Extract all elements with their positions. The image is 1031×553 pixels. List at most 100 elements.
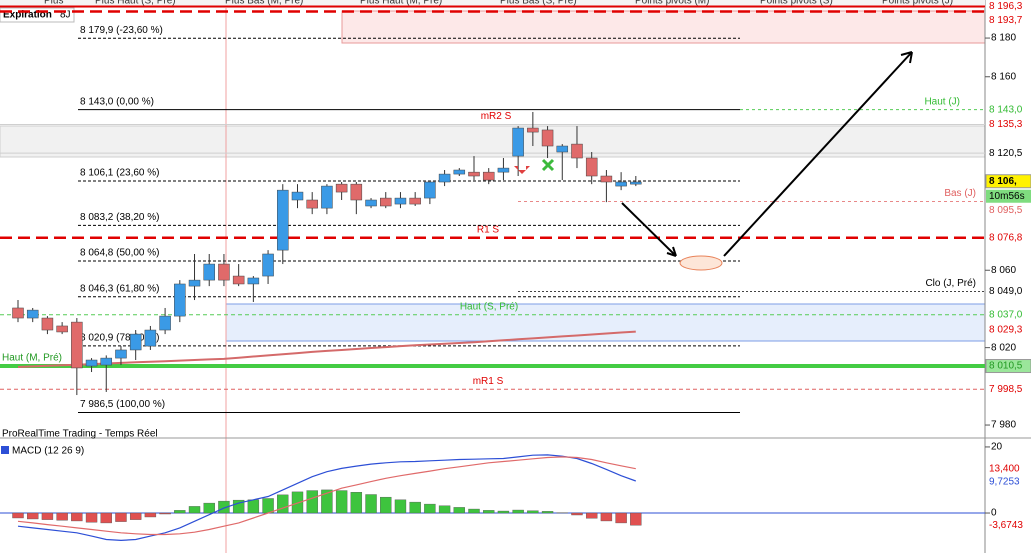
histogram-bar [394, 499, 407, 514]
histogram-bar [468, 508, 480, 514]
arrow-down [621, 202, 677, 257]
histogram-bar [41, 512, 54, 520]
candle-body [129, 333, 142, 351]
tab-label[interactable]: Points pivots (S) [760, 0, 833, 7]
candle-body [218, 263, 230, 281]
histogram-bar [144, 512, 157, 518]
y-tick-label: 8 180 [991, 33, 1016, 44]
price-tag-box [986, 308, 1031, 322]
histogram-bar [188, 506, 201, 514]
countdown: 10m56s [989, 191, 1025, 202]
histogram-bar [585, 512, 598, 519]
histogram-bar [409, 501, 421, 514]
price-tag-box [986, 14, 1031, 28]
histogram-bar [218, 500, 230, 514]
price-tag: 8 029,3 [989, 324, 1023, 335]
histogram-bar [115, 512, 127, 522]
candle-body [174, 283, 186, 317]
price-tag: 8 135,3 [989, 119, 1023, 130]
candle-body [541, 129, 554, 147]
candle-body [482, 171, 495, 181]
price-tag-box [986, 285, 1031, 299]
fib-label: 8 106,1 (23,60 %) [80, 168, 160, 179]
y-tick-label: 8 060 [991, 265, 1016, 276]
price-tag-box [986, 231, 1031, 245]
histogram-bar [615, 512, 627, 524]
candle-body [100, 357, 113, 366]
grey-zone [0, 125, 986, 158]
candle-body [203, 263, 215, 281]
histogram-bar [571, 512, 583, 516]
sell-marker [514, 166, 530, 174]
candle-body [497, 167, 510, 173]
price-tag-box [986, 382, 1031, 396]
tab-label[interactable]: Plus Bas (S, Pré) [500, 0, 577, 7]
histogram-bar [262, 498, 274, 514]
histogram-bar [335, 490, 348, 514]
tab-label[interactable]: Plus Bas (M, Pré) [225, 0, 303, 7]
candle-body [350, 183, 363, 201]
legend-swatch [1, 446, 9, 454]
level-name: R1 S [477, 224, 500, 235]
candle-body [365, 199, 377, 207]
histogram-bar [512, 509, 524, 514]
candle-body [188, 279, 201, 287]
candle-body [380, 197, 392, 207]
price-tag-box [986, 203, 1031, 217]
price-tag-box [986, 118, 1031, 132]
arrow-up [723, 51, 913, 257]
histogram-bar [56, 512, 68, 521]
macd-line [17, 456, 636, 536]
histogram-bar [541, 511, 554, 514]
candle-body [306, 199, 318, 209]
candle-body [527, 127, 539, 133]
histogram-bar [453, 507, 465, 514]
candle-body [468, 171, 480, 177]
candle-body [85, 359, 98, 367]
candle-body [394, 197, 407, 205]
tab-label[interactable]: Points pivots (M) [635, 0, 709, 7]
support-zone [225, 303, 986, 342]
histogram-bar [247, 499, 260, 514]
candle-body [262, 253, 274, 277]
price-tag-box [986, 323, 1031, 337]
tab-label[interactable]: Points pivots (J) [882, 0, 953, 7]
candle-body [321, 185, 333, 209]
panel-title: MACD (12 26 9) [12, 446, 84, 457]
histogram-bar [380, 496, 392, 514]
level-name: Haut (S, Pré) [460, 301, 518, 312]
histogram-bar [27, 512, 39, 520]
histogram-bar [71, 512, 83, 522]
histogram-bar [174, 510, 186, 514]
price-tag-box [986, 103, 1031, 117]
histogram-bar [483, 510, 495, 514]
histogram-bar [159, 512, 171, 515]
resistance-zone [341, 10, 986, 44]
fib-label: 8 143,0 (0,00 %) [80, 96, 154, 107]
tab-label[interactable]: Plus Haut (S, Pré) [95, 0, 176, 7]
fib-label: 8 179,9 (-23,60 %) [80, 25, 163, 36]
histogram-bar [438, 505, 451, 514]
histogram-bar [100, 512, 112, 524]
price-tag: 8 106, [989, 176, 1017, 187]
candle-body [571, 143, 583, 159]
price-tag: 8 196,3 [989, 1, 1023, 12]
histogram-bar [203, 502, 215, 514]
price-tag: 9,7253 [989, 476, 1020, 487]
candle-body [247, 277, 260, 285]
price-tag: 8 049,0 [989, 286, 1023, 297]
candle-body [556, 145, 569, 153]
histogram-bar [321, 489, 333, 514]
price-tag: -3,6743 [989, 520, 1023, 531]
price-tag: 8 143,0 [989, 104, 1023, 115]
fib-label: 7 986,5 (100,00 %) [80, 399, 165, 410]
price-tag: 13,400 [989, 463, 1020, 474]
histogram-bar [291, 491, 304, 514]
level-name: Clo (J, Pré) [925, 278, 976, 289]
y-tick-label: 7 980 [991, 420, 1016, 431]
histogram-bar [527, 510, 539, 514]
tab-label[interactable]: Plus Haut (M, Pré) [360, 0, 442, 7]
tab-label[interactable]: Plus [44, 0, 63, 7]
histogram-bar [600, 512, 613, 522]
candle-body [512, 127, 524, 157]
